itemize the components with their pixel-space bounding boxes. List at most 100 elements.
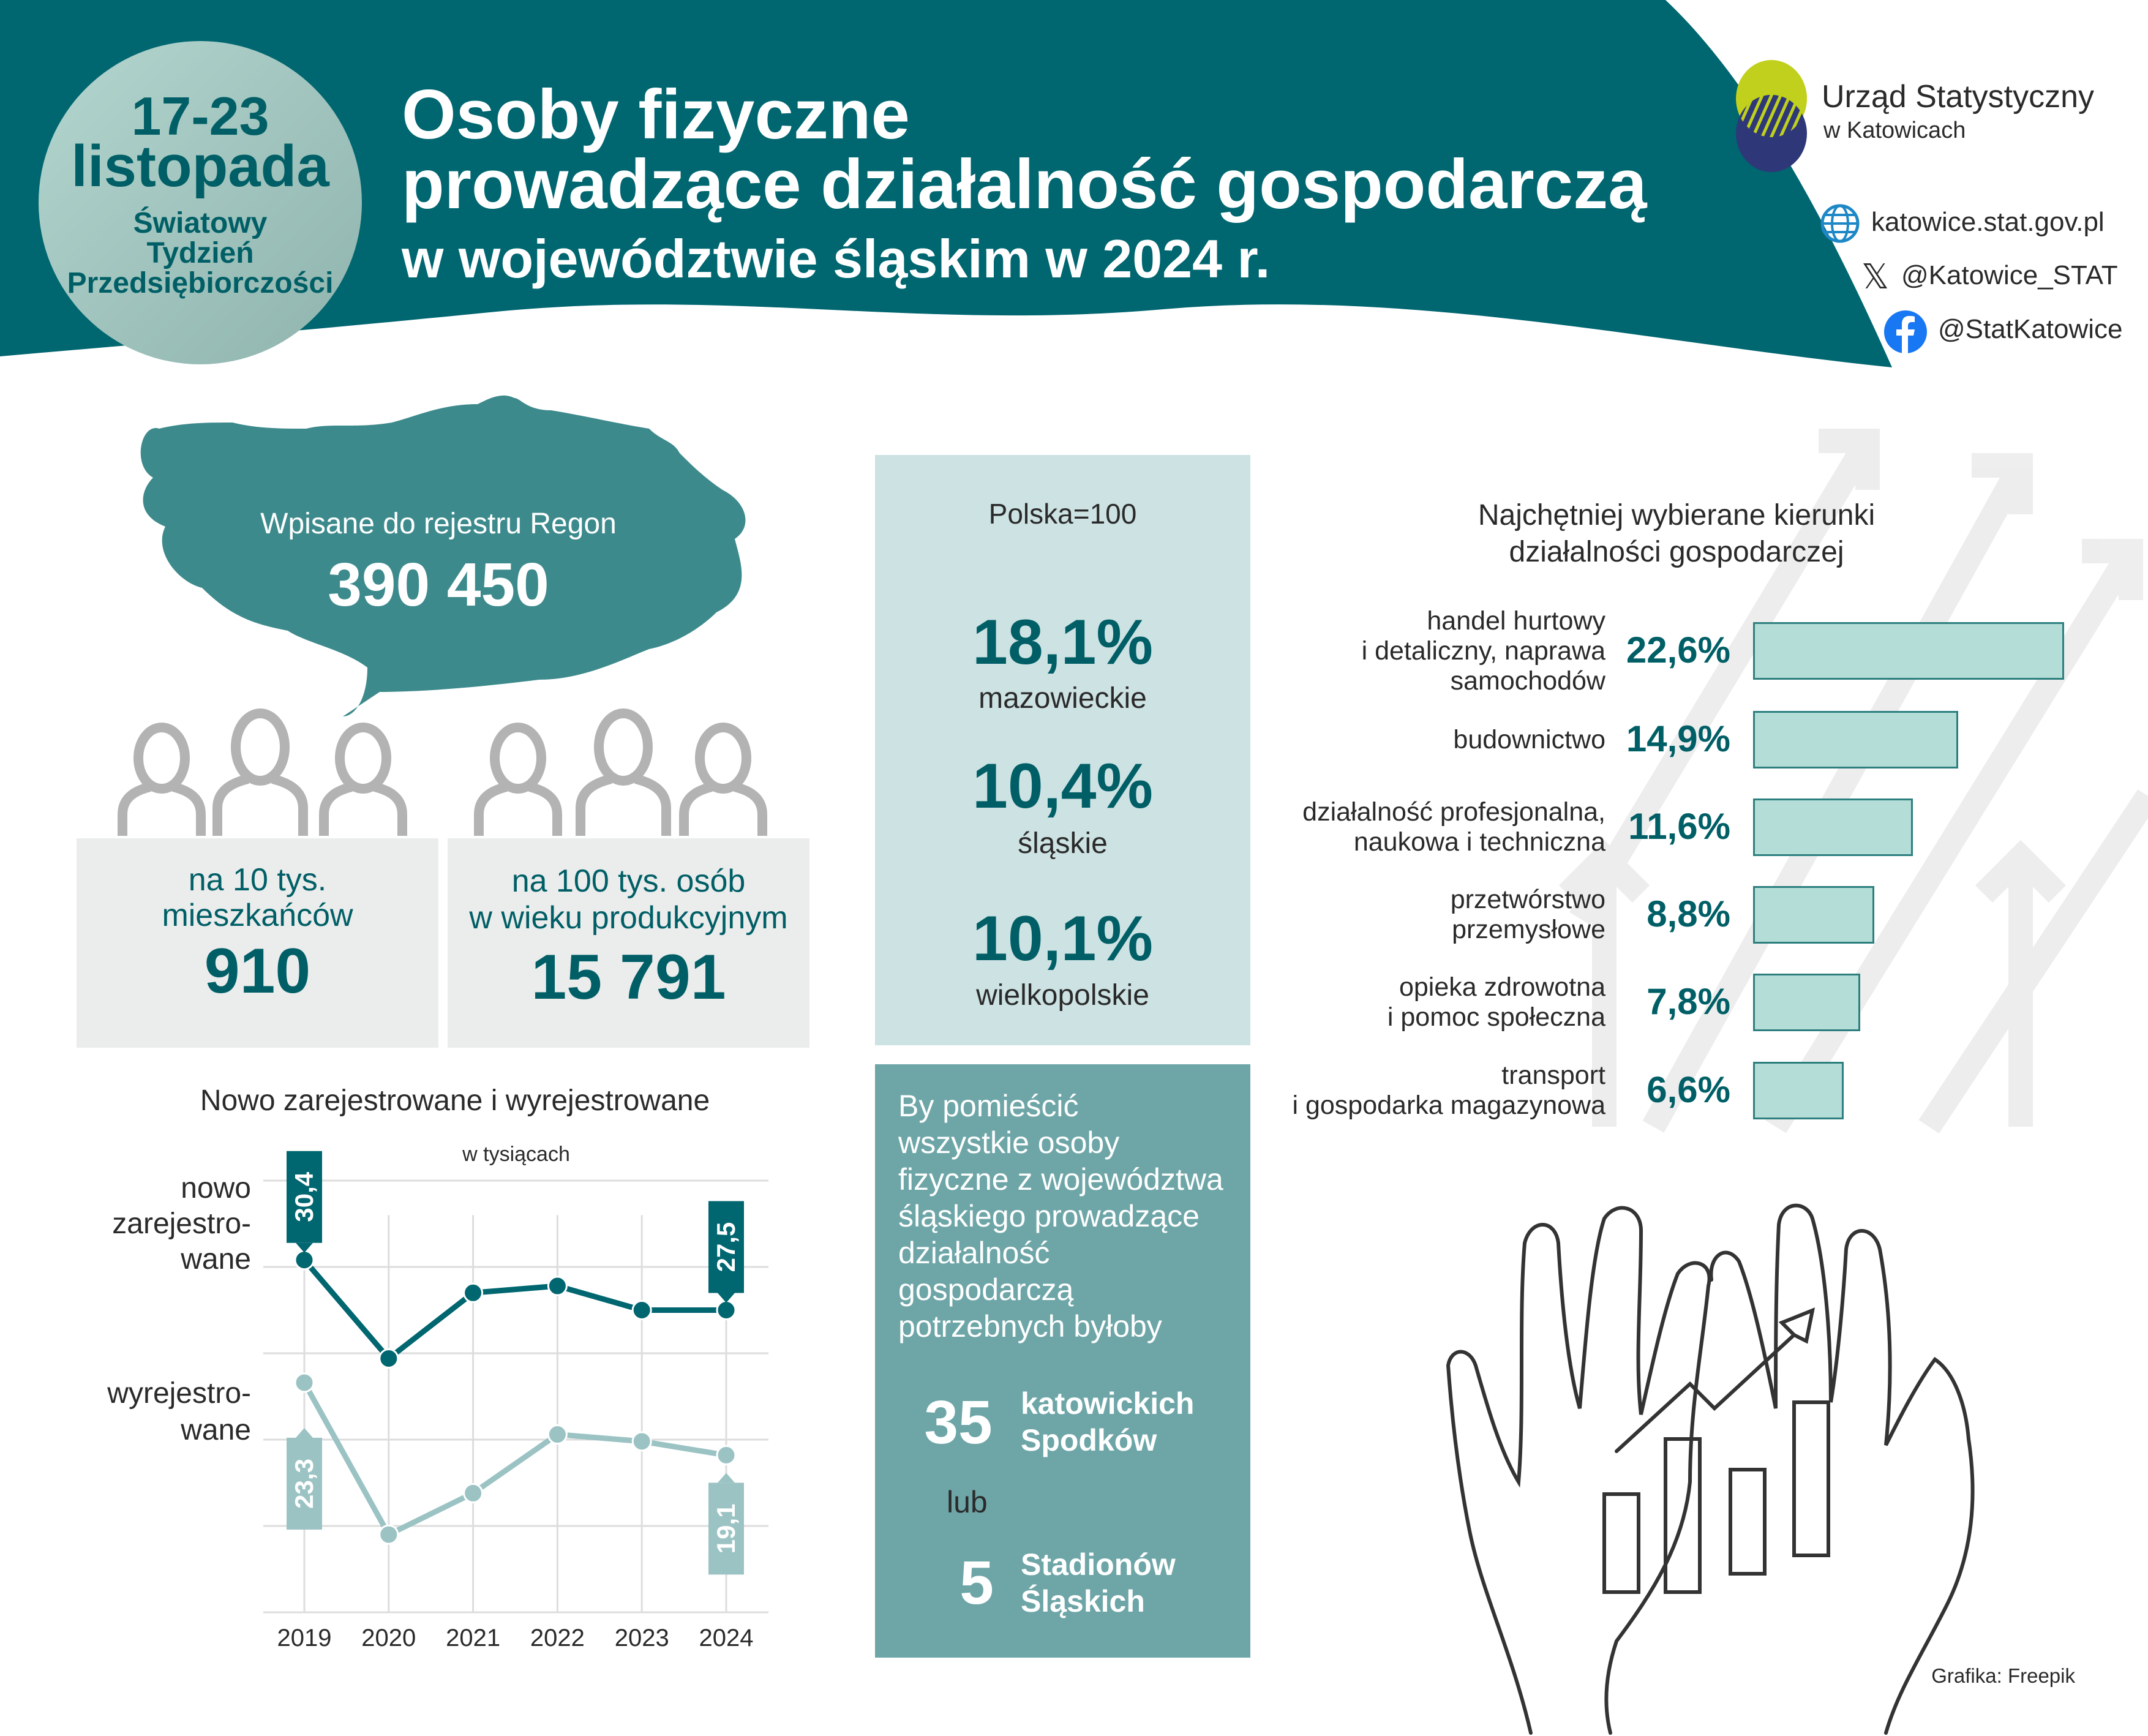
bar-category-line: budownictwo [1453, 724, 1605, 754]
per-10k-line1: na 10 tys. [188, 862, 327, 898]
bar-category-line: przemysłowe [1452, 915, 1605, 944]
bar-category-line: transport [1501, 1061, 1605, 1090]
facebook-icon [1884, 310, 1927, 354]
bar-value-label: 22,6% [1626, 629, 1730, 671]
per-10k-box: na 10 tys. mieszkańców 910 [77, 838, 438, 1048]
bar-value-label: 8,8% [1647, 893, 1730, 934]
bar-category-label: działalność profesjonalna, naukowa i tech… [1302, 797, 1605, 857]
data-label-pointer [718, 1473, 735, 1483]
bar-chart-title-line: działalności gospodarczej [1509, 536, 1844, 568]
comparison-panel [875, 1064, 1250, 1658]
spodek-count: 35 [924, 1388, 993, 1457]
person-icon [679, 723, 767, 836]
data-label: 27,5 [712, 1222, 740, 1272]
x-tick-label: 2020 [361, 1625, 416, 1651]
person-icon [474, 723, 562, 836]
series-label-line: wane [181, 1414, 251, 1446]
line-chart-title: Nowo zarejestrowane i wyrejestrowane [200, 1084, 710, 1117]
data-label: 23,3 [290, 1459, 318, 1509]
comparison-line: potrzebnych byłoby [898, 1309, 1162, 1343]
series-line [302, 1258, 726, 1362]
data-label-pointer [718, 1293, 735, 1303]
bar-category-label: budownictwo [1453, 725, 1605, 755]
series-label-line: nowo [181, 1172, 251, 1204]
badge-month: listopada [71, 133, 329, 199]
stadium-label-line: Śląskich [1021, 1584, 1145, 1618]
badge-dates: 17-23 [131, 86, 269, 146]
data-label: 19,1 [712, 1504, 740, 1554]
x-icon: 𝕏 [1861, 257, 1890, 297]
series-label-line: wane [181, 1243, 251, 1276]
or-text: lub [947, 1485, 988, 1519]
share-base: Polska=100 [988, 498, 1137, 530]
page-title-line2: prowadzące działalność gospodarczą [402, 146, 1647, 224]
data-label-box [708, 1482, 744, 1575]
bar-category-line: i detaliczny, naprawa [1361, 636, 1605, 666]
per-10k-value: 910 [204, 936, 311, 1007]
person-icon [212, 708, 308, 836]
bar [1753, 798, 1913, 856]
comparison-line: działalność [898, 1236, 1050, 1270]
hands-growth-illustration [1446, 1203, 1975, 1735]
bar [1753, 974, 1861, 1031]
line-chart-subtitle: w tysiącach [462, 1143, 570, 1166]
series-line [302, 1381, 727, 1539]
data-point [463, 1482, 484, 1503]
share-region-slaskie: śląskie [1018, 827, 1108, 860]
data-point [631, 1300, 652, 1320]
share-value-wielkopolskie: 10,1% [972, 903, 1153, 974]
website-link[interactable]: katowice.stat.gov.pl [1871, 207, 2105, 237]
regon-value: 390 450 [328, 550, 549, 619]
bar-category-label: transport i gospodarka magazynowa [1292, 1061, 1605, 1121]
share-panel [875, 455, 1250, 1045]
data-label-pointer [296, 1242, 313, 1253]
data-point [463, 1282, 484, 1303]
comparison-line: By pomieścić [898, 1089, 1079, 1123]
series-label-deregistered: wyrejestro- wane [37, 1375, 251, 1449]
share-region-wielkopolskie: wielkopolskie [976, 979, 1149, 1012]
data-label-box [708, 1201, 744, 1293]
bar-category-line: i gospodarka magazynowa [1292, 1091, 1605, 1120]
comparison-line: gospodarczą [898, 1272, 1074, 1307]
x-tick-label: 2023 [615, 1625, 669, 1651]
share-value-slaskie: 10,4% [972, 751, 1153, 822]
per-100k-line1: na 100 tys. osób [511, 863, 746, 899]
data-point [547, 1424, 568, 1445]
logo-city: w Katowicach [1823, 118, 1966, 143]
logo-icon [1736, 60, 1807, 172]
x-tick-label: 2022 [530, 1625, 585, 1651]
person-icon [118, 723, 206, 836]
data-point [378, 1524, 399, 1545]
data-label-box [287, 1437, 322, 1530]
x-tick-label: 2024 [699, 1625, 754, 1651]
series-label-line: zarejestro- [112, 1208, 251, 1240]
x-tick-label: 2021 [446, 1625, 500, 1651]
series-label-registered: nowo zarejestro- wane [37, 1171, 251, 1277]
facebook-link[interactable]: @StatKatowice [1938, 314, 2123, 344]
bar [1753, 711, 1958, 768]
data-label-box [287, 1151, 322, 1243]
bar-category-line: przetwórstwo [1450, 885, 1605, 914]
data-point [378, 1348, 399, 1369]
page-title-line3: w województwie śląskim w 2024 r. [402, 228, 1271, 289]
logo-name: Urząd Statystyczny [1822, 79, 2095, 115]
bar [1753, 622, 2065, 680]
spodek-label-line: Spodków [1021, 1423, 1157, 1457]
spodek-label: katowickich Spodków [1021, 1385, 1194, 1459]
bar-category-label: handel hurtowy i detaliczny, naprawa samoc… [1362, 606, 1605, 696]
bar-chart-title-line: Najchętniej wybierane kierunki [1478, 499, 1876, 532]
bar-category-line: i pomoc społeczna [1387, 1002, 1605, 1032]
data-point [716, 1300, 737, 1320]
comparison-line: fizyczne z województwa [898, 1162, 1223, 1197]
comparison-line: śląskiego prowadzące [898, 1199, 1200, 1233]
per-100k-line2: w wieku produkcyjnym [469, 900, 788, 936]
x-tick-label: 2019 [277, 1625, 332, 1651]
data-point [547, 1276, 568, 1296]
data-point [294, 1372, 315, 1393]
bar-category-label: opieka zdrowotna i pomoc społeczna [1388, 972, 1605, 1032]
series-label-line: wyrejestro- [107, 1377, 251, 1410]
bar-value-label: 7,8% [1647, 981, 1730, 1022]
data-point [294, 1250, 315, 1271]
data-point [716, 1445, 737, 1465]
x-link[interactable]: @Katowice_STAT [1901, 260, 2118, 290]
